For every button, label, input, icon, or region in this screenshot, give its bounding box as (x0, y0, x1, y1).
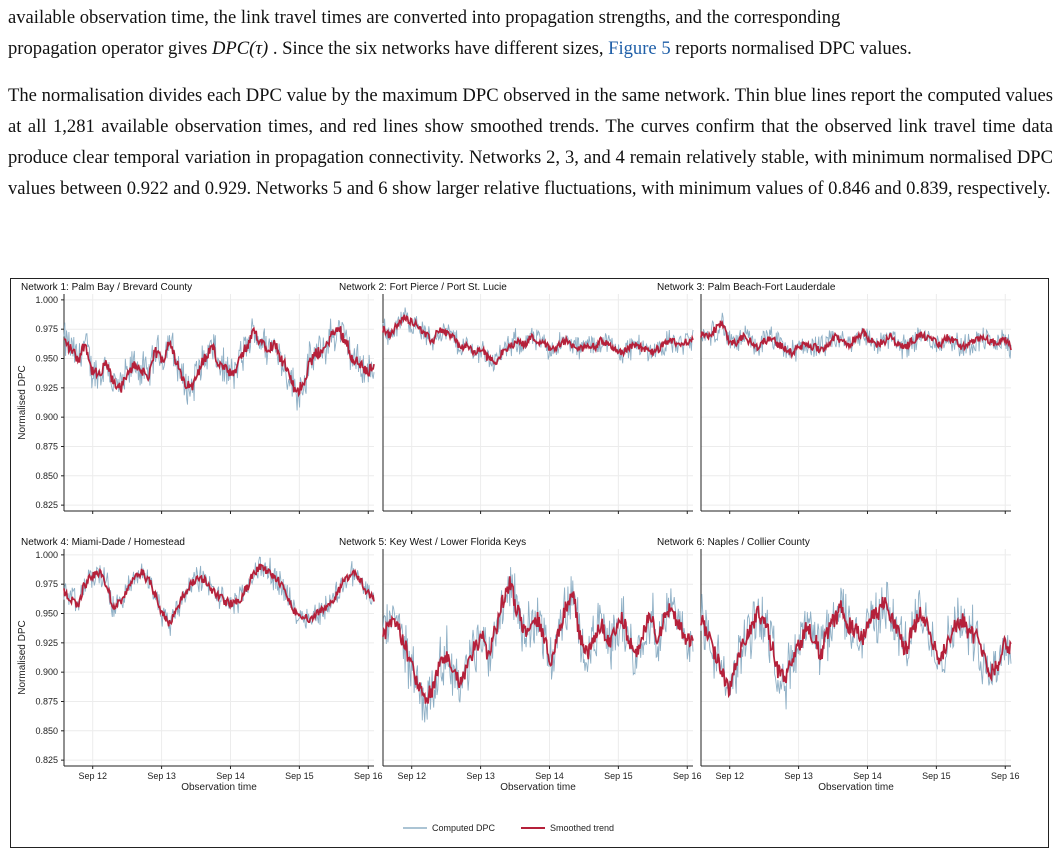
y-tick-label: 0.875 (35, 696, 58, 706)
x-tick-label: Sep 12 (715, 771, 744, 781)
panel-title: Network 6: Naples / Collier County (657, 537, 810, 548)
panel-title: Network 1: Palm Bay / Brevard County (21, 282, 192, 293)
x-tick-label: Sep 13 (466, 771, 495, 781)
y-tick-label: 0.950 (35, 354, 58, 364)
panel-title: Network 5: Key West / Lower Florida Keys (339, 537, 526, 548)
y-tick-label: 0.825 (35, 500, 58, 510)
x-tick-label: Sep 12 (397, 771, 426, 781)
y-tick-label: 0.925 (35, 383, 58, 393)
y-tick-label: 0.850 (35, 471, 58, 481)
x-tick-label: Sep 16 (354, 771, 383, 781)
smoothed-trend-line (63, 563, 375, 627)
x-tick-label: Sep 16 (673, 771, 702, 781)
smoothed-trend-line (382, 314, 694, 366)
computed-dpc-line (63, 318, 375, 411)
panel-2: Network 2: Fort Pierce / Port St. Lucie (339, 282, 694, 514)
computed-dpc-line (700, 312, 1012, 362)
panel-title: Network 3: Palm Beach-Fort Lauderdale (657, 282, 836, 293)
x-axis-label: Observation time (181, 782, 257, 793)
smoothed-trend-line (382, 576, 694, 704)
x-tick-label: Sep 14 (216, 771, 245, 781)
panel-title: Network 4: Miami-Dade / Homestead (21, 537, 185, 548)
x-tick-label: Sep 15 (285, 771, 314, 781)
figure-5-link[interactable]: Figure 5 (608, 38, 671, 59)
y-tick-label: 0.850 (35, 726, 58, 736)
x-tick-label: Sep 16 (991, 771, 1020, 781)
panel-3: Network 3: Palm Beach-Fort Lauderdale (657, 282, 1012, 514)
panel-4: Network 4: Miami-Dade / Homestead 0.825 0.… (17, 537, 383, 793)
y-tick-label: 0.825 (35, 755, 58, 765)
paragraph-1-line-2: propagation operator gives DPC(τ) . Sinc… (8, 38, 912, 59)
paragraph-1: available observation time, the link tra… (8, 2, 1053, 64)
y-tick-label: 0.900 (35, 412, 58, 422)
legend: Computed DPC Smoothed trend (403, 823, 614, 833)
y-tick-label: 1.000 (35, 295, 58, 305)
y-tick-label: 0.875 (35, 441, 58, 451)
math-dpc-tau: DPC(τ) (211, 38, 269, 59)
panel-5: Network 5: Key West / Lower Florida Keys… (339, 537, 702, 793)
y-axis-label: Normalised DPC (17, 620, 28, 694)
smoothed-trend-line (700, 596, 1012, 699)
y-tick-label: 0.975 (35, 324, 58, 334)
y-tick-label: 0.925 (35, 638, 58, 648)
dpc-chart: Network 1: Palm Bay / Brevard County 0.82… (17, 282, 1020, 833)
paragraph-1-line-1: available observation time, the link tra… (8, 7, 841, 28)
smoothed-trend-line (63, 326, 375, 398)
panel-1: Network 1: Palm Bay / Brevard County 0.82… (17, 282, 375, 514)
y-tick-label: 0.900 (35, 667, 58, 677)
paragraph-1-text-a: propagation operator gives (8, 38, 212, 59)
x-axis-label: Observation time (500, 782, 576, 793)
x-tick-label: Sep 14 (535, 771, 564, 781)
y-axis-label: Normalised DPC (17, 365, 28, 439)
y-tick-label: 0.950 (35, 609, 58, 619)
smoothed-trend-line (700, 319, 1012, 360)
x-tick-label: Sep 13 (784, 771, 813, 781)
legend-label-computed: Computed DPC (432, 823, 496, 833)
panel-6: Network 6: Naples / Collier County Sep 12… (657, 537, 1020, 793)
paragraph-1-text-c: reports normalised DPC values. (670, 38, 912, 59)
panel-title: Network 2: Fort Pierce / Port St. Lucie (339, 282, 507, 293)
paragraph-1-text-b: . Since the six networks have different … (268, 38, 609, 59)
y-tick-label: 0.975 (35, 579, 58, 589)
x-axis-label: Observation time (818, 782, 894, 793)
figure-5: Network 1: Palm Bay / Brevard County 0.82… (10, 278, 1049, 848)
x-tick-label: Sep 15 (922, 771, 951, 781)
legend-label-smoothed: Smoothed trend (550, 823, 614, 833)
computed-dpc-line (700, 581, 1012, 710)
paragraph-2: The normalisation divides each DPC value… (8, 85, 1053, 199)
x-tick-label: Sep 13 (147, 771, 176, 781)
x-tick-label: Sep 15 (604, 771, 633, 781)
computed-dpc-line (382, 567, 694, 723)
x-tick-label: Sep 12 (78, 771, 107, 781)
x-tick-label: Sep 14 (853, 771, 882, 781)
y-tick-label: 1.000 (35, 550, 58, 560)
